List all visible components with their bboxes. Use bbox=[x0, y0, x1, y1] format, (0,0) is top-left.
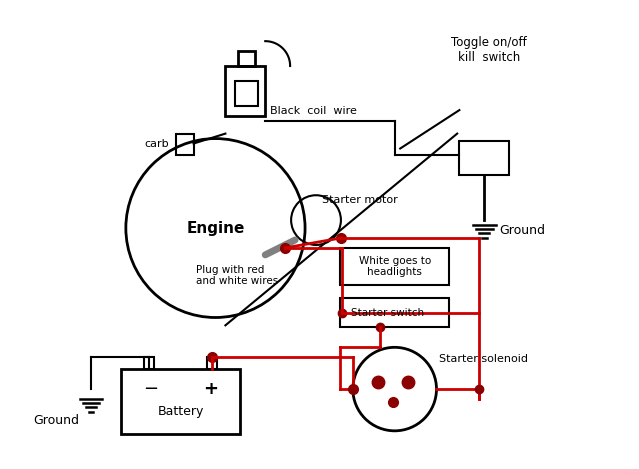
Bar bbox=[340, 298, 449, 327]
Bar bbox=[238, 51, 255, 66]
Text: −: − bbox=[143, 379, 158, 398]
Text: Toggle on/off
kill  switch: Toggle on/off kill switch bbox=[451, 36, 527, 64]
Text: Battery: Battery bbox=[157, 405, 204, 418]
Bar bbox=[208, 357, 217, 369]
Text: Plug with red
and white wires: Plug with red and white wires bbox=[196, 265, 278, 287]
Text: White goes to
headlights: White goes to headlights bbox=[358, 256, 431, 277]
Bar bbox=[226, 66, 265, 116]
Text: Ground: Ground bbox=[499, 224, 545, 236]
Text: carb: carb bbox=[144, 138, 169, 149]
Bar bbox=[235, 81, 258, 106]
Text: Engine: Engine bbox=[186, 220, 245, 235]
Text: Starter switch: Starter switch bbox=[351, 308, 424, 318]
Bar bbox=[176, 134, 194, 155]
Text: Ground: Ground bbox=[33, 414, 79, 427]
Text: Starter motor: Starter motor bbox=[322, 195, 397, 205]
Bar bbox=[459, 141, 509, 175]
Text: +: + bbox=[203, 379, 218, 398]
Text: Black  coil  wire: Black coil wire bbox=[270, 106, 357, 116]
Text: Starter solenoid: Starter solenoid bbox=[440, 354, 528, 364]
Bar bbox=[340, 248, 449, 285]
Bar bbox=[121, 369, 240, 434]
Bar bbox=[144, 357, 154, 369]
